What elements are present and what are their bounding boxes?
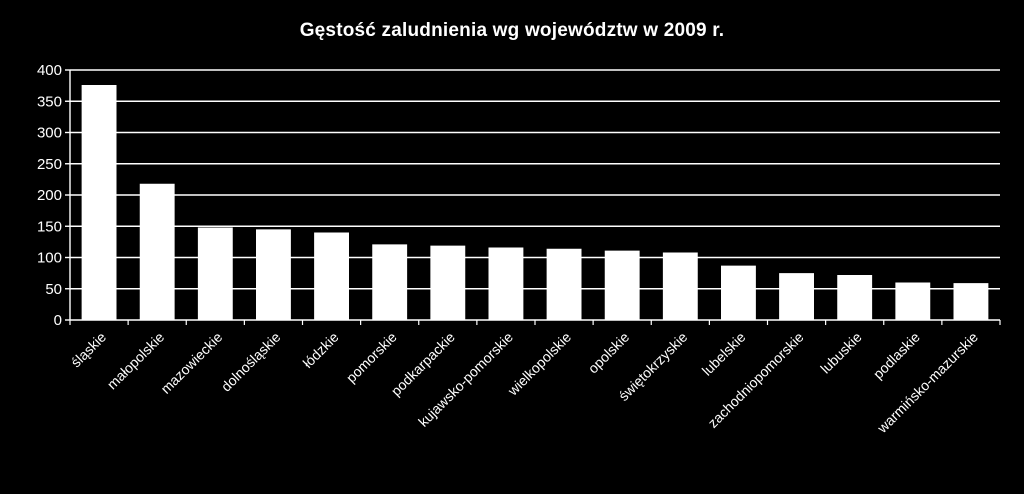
y-tick-label: 0	[54, 312, 62, 329]
bar	[895, 282, 931, 320]
bar	[139, 183, 175, 320]
chart-title: Gęstość zaludnienia wg województw w 2009…	[299, 20, 725, 41]
y-tick-label: 250	[37, 156, 62, 173]
x-tick-label: zachodniopomorskie	[705, 329, 807, 431]
bar	[604, 250, 640, 320]
bar	[372, 244, 408, 320]
y-tick-label: 300	[37, 125, 62, 142]
bar	[488, 247, 524, 320]
x-tick-label: opolskie	[585, 329, 633, 377]
x-tick-label: śląskie	[68, 329, 110, 371]
y-tick-label: 350	[37, 93, 62, 110]
bar	[81, 85, 117, 320]
x-tick-label: dolnośląskie	[218, 329, 284, 395]
x-tick-label: mazowieckie	[157, 329, 225, 397]
bar	[779, 273, 814, 320]
x-tick-label: podlaskie	[870, 329, 923, 382]
x-tick-label: lubuskie	[817, 329, 865, 377]
x-tick-label: lubelskie	[699, 329, 749, 379]
bar	[546, 248, 582, 320]
x-tick-label: pomorskie	[343, 329, 400, 386]
bar	[837, 275, 873, 320]
y-tick-label: 100	[37, 250, 62, 267]
bar	[314, 232, 349, 320]
bar	[197, 227, 233, 320]
y-tick-label: 50	[45, 281, 62, 298]
x-tick-label: łódzkie	[300, 329, 342, 371]
y-tick-label: 200	[37, 187, 62, 204]
bar	[953, 283, 989, 320]
y-tick-label: 150	[37, 218, 62, 235]
bar	[256, 229, 291, 320]
bar	[721, 265, 756, 320]
bar	[662, 252, 698, 320]
x-tick-label: małopolskie	[104, 329, 168, 393]
bar	[430, 245, 466, 320]
x-tick-label: warmińsko-mazurskie	[873, 329, 981, 437]
y-tick-label: 400	[37, 62, 62, 79]
